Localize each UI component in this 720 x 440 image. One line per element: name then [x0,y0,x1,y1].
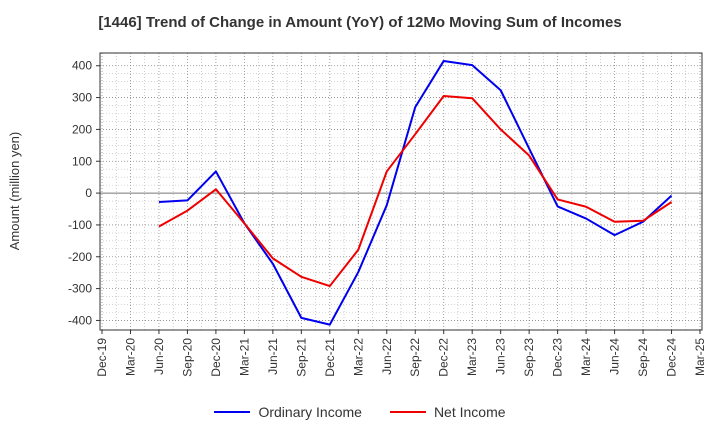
chart-title: [1446] Trend of Change in Amount (YoY) o… [98,14,622,31]
x-tick-label: Mar-20 [123,338,137,376]
plot-area-border [99,52,703,331]
x-tick-label: Sep-21 [294,338,308,377]
y-tick-label: 0 [85,186,92,200]
x-tick-label: Mar-23 [465,338,479,376]
legend-label-net-income: Net Income [433,404,506,420]
legend-swatch-net-income [389,411,426,413]
series-lines [158,59,673,326]
x-tick-label: Dec-24 [665,338,679,377]
legend-label-ordinary-income: Ordinary Income [258,404,362,420]
y-tick-labels: -400 -300 -200 -100 0 100 200 300 400 [68,59,100,327]
y-tick-label: 300 [72,91,92,105]
x-tick-label: Mar-22 [351,338,365,376]
x-tick-label: Mar-25 [693,338,707,376]
x-tick-label: Dec-20 [209,338,223,377]
y-tick-label: -200 [68,250,92,264]
legend-item-net-income: Net Income [389,404,506,420]
y-tick-label: -100 [68,218,92,232]
legend-swatch-ordinary-income [214,411,251,413]
y-tick-label: -300 [68,282,92,296]
x-tick-labels: Dec-19 Mar-20 Jun-20 Sep-20 Dec-20 Mar-21 Jun-… [95,330,707,377]
legend-item-ordinary-income: Ordinary Income [214,404,362,420]
x-tick-label: Dec-19 [95,338,109,377]
x-tick-label: Dec-21 [323,338,337,377]
x-tick-label: Sep-24 [636,338,650,377]
series-line-net-income [158,94,673,288]
x-tick-label: Dec-23 [551,338,565,377]
x-tick-label: Sep-23 [522,338,536,377]
x-tick-label: Sep-22 [408,338,422,377]
y-tick-label: 400 [72,59,92,73]
legend: Ordinary Income Net Income [0,404,720,420]
x-tick-label: Jun-22 [380,338,394,375]
x-tick-label: Jun-23 [494,338,508,375]
x-tick-label: Jun-21 [266,338,280,375]
y-tick-label: 100 [72,154,92,168]
y-axis-label: Amount (million yen) [7,132,22,251]
x-tick-label: Dec-22 [437,338,451,377]
x-tick-label: Sep-20 [180,338,194,377]
x-tick-label: Mar-24 [579,338,593,376]
x-tick-label: Jun-20 [152,338,166,375]
y-tick-label: 200 [72,122,92,136]
y-tick-label: -400 [68,313,92,327]
x-tick-label: Jun-24 [608,338,622,375]
grid [100,53,702,330]
x-tick-label: Mar-21 [237,338,251,376]
